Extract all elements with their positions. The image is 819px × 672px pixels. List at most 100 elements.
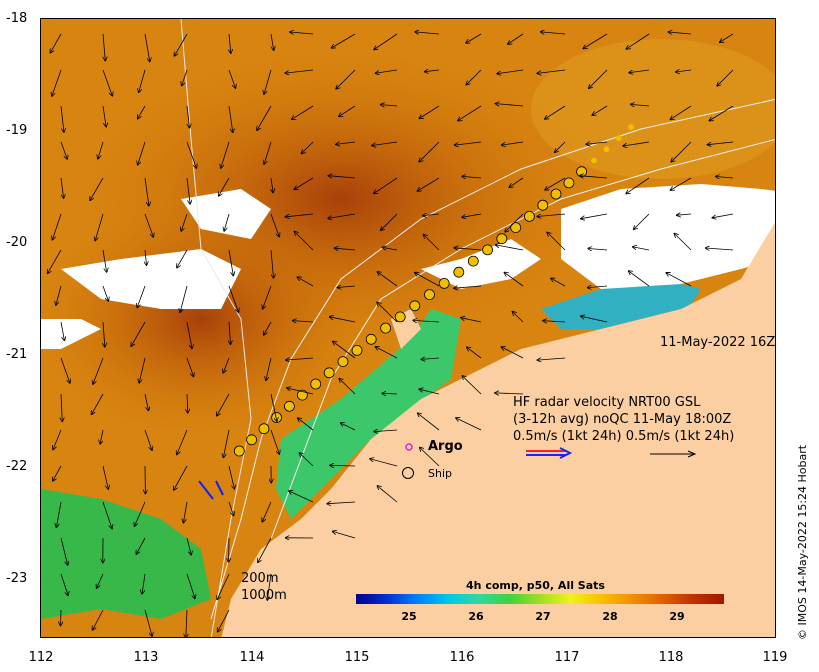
current-arrow (181, 213, 188, 231)
x-tick-label: 113 (133, 650, 159, 665)
current-arrow (456, 418, 482, 431)
ship-position-marker (537, 199, 549, 211)
current-arrow (666, 273, 692, 287)
current-arrow (266, 357, 272, 380)
current-arrow (497, 69, 524, 74)
current-arrow (505, 213, 524, 232)
contour-200m-label: 200m (241, 571, 279, 586)
current-arrow (328, 176, 356, 178)
current-arrow (339, 105, 356, 116)
ship-position-marker (365, 333, 377, 345)
current-arrow (381, 213, 398, 230)
current-arrow (139, 357, 146, 383)
current-arrow (93, 609, 104, 630)
current-arrow (144, 33, 150, 62)
current-arrow (264, 69, 272, 94)
colorbar-tick: 28 (602, 610, 618, 623)
current-arrow (97, 573, 104, 588)
current-arrow (328, 213, 356, 218)
current-arrow (545, 105, 566, 119)
y-tick-label: -23 (6, 571, 28, 586)
current-arrow (186, 177, 190, 204)
x-tick-label: 118 (658, 650, 684, 665)
current-arrow (295, 232, 314, 251)
current-arrow (337, 286, 356, 288)
current-arrow (541, 32, 566, 34)
current-arrow (223, 429, 230, 457)
current-arrow (545, 177, 566, 190)
current-arrow (419, 389, 440, 395)
current-arrow (374, 177, 398, 194)
current-arrow (706, 248, 734, 250)
current-arrow (52, 213, 62, 240)
current-arrow (537, 69, 566, 73)
current-arrow (61, 609, 62, 626)
current-arrow (139, 69, 146, 92)
argo-legend-label: Argo (428, 439, 463, 454)
current-arrow (90, 177, 104, 200)
current-arrow (418, 413, 440, 431)
current-arrow (102, 105, 106, 127)
current-arrow (174, 465, 188, 490)
current-arrow (454, 286, 482, 288)
current-arrow (183, 501, 188, 523)
current-arrow (56, 501, 62, 527)
current-arrow (186, 321, 192, 348)
current-arrow (257, 105, 272, 130)
current-arrow (421, 358, 440, 359)
current-arrow (413, 320, 440, 322)
current-arrow (298, 418, 314, 431)
current-arrow (626, 33, 650, 49)
current-arrow (581, 316, 608, 323)
current-arrow (267, 573, 272, 600)
current-arrow (339, 379, 356, 395)
current-arrow (461, 318, 482, 323)
y-tick-label: -19 (6, 123, 28, 138)
credit-text: © IMOS 14-May-2022 15:24 Hobart (796, 444, 809, 640)
current-arrow (708, 141, 734, 145)
current-arrow (462, 376, 482, 395)
current-arrow (61, 393, 62, 421)
current-arrow (501, 347, 524, 359)
current-arrow (327, 502, 356, 504)
current-arrow (466, 69, 482, 85)
ship-position-marker (258, 423, 270, 435)
current-arrow (53, 465, 62, 481)
current-arrow (332, 33, 356, 48)
current-arrow (712, 213, 734, 218)
current-arrow (50, 33, 62, 53)
current-arrow (583, 33, 608, 49)
current-arrow (580, 176, 608, 178)
current-arrow (419, 141, 440, 162)
contour-1000m (180, 19, 252, 637)
colorbar (356, 594, 724, 604)
current-arrow (264, 141, 272, 164)
current-arrow (383, 247, 398, 250)
current-arrow (270, 429, 279, 454)
current-arrow (376, 347, 398, 359)
current-arrow (382, 393, 398, 394)
current-arrow (629, 271, 650, 287)
current-arrow (145, 249, 147, 265)
current-arrow (496, 245, 524, 251)
current-arrow (60, 177, 64, 198)
cool-water (41, 489, 211, 619)
current-arrow (93, 357, 104, 384)
current-arrow (381, 105, 398, 106)
colorbar-title: 4h comp, p50, All Sats (466, 579, 605, 592)
current-arrow (588, 286, 608, 288)
current-arrow (290, 32, 314, 34)
current-arrow (264, 321, 272, 335)
ship-position-marker (482, 244, 494, 256)
current-arrow (142, 573, 146, 594)
hf-radar-line3: 0.5m/s (1kt 24h) 0.5m/s (1kt 24h) (513, 429, 735, 444)
glider-track (198, 480, 214, 500)
land (221, 222, 775, 637)
current-arrow (455, 141, 482, 145)
ship-position-marker (496, 233, 508, 245)
current-arrow (217, 573, 230, 599)
current-arrow (496, 104, 524, 107)
ship-position-marker (523, 210, 535, 222)
cloud-mask (41, 319, 101, 349)
current-arrow (138, 141, 146, 165)
